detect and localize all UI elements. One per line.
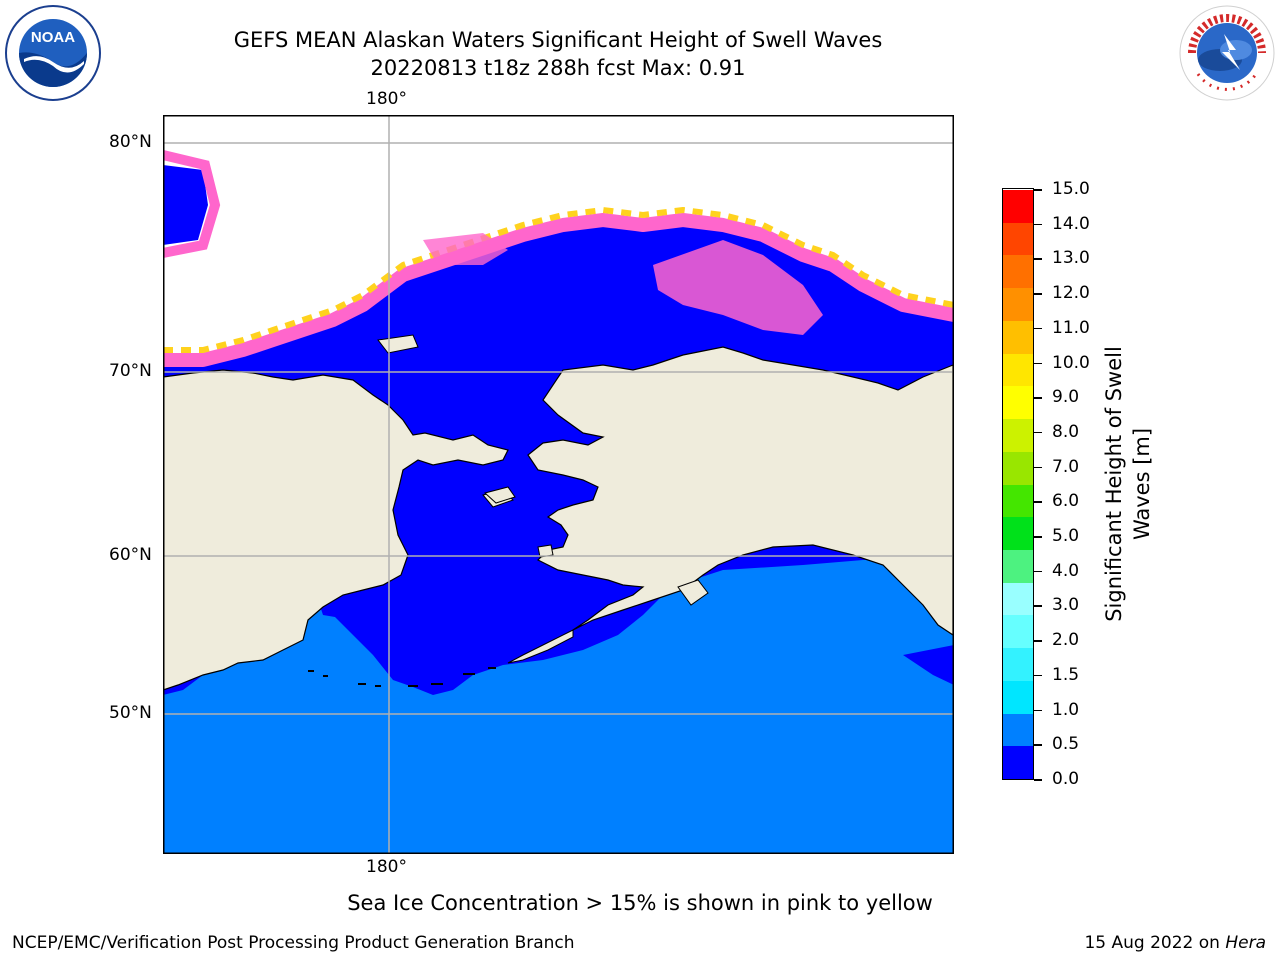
colorbar-tick bbox=[1034, 223, 1042, 226]
colorbar-tick-label: 5.0 bbox=[1052, 526, 1080, 547]
colorbar-tick bbox=[1034, 397, 1042, 399]
land-alaska bbox=[527, 346, 954, 637]
colorbar-tick-label: 0.0 bbox=[1052, 769, 1080, 789]
colorbar-segment bbox=[1003, 614, 1033, 649]
colorbar-segment bbox=[1003, 385, 1033, 420]
colorbar-tick bbox=[1034, 536, 1042, 538]
colorbar-segment bbox=[1003, 484, 1033, 518]
colorbar-tick-label: 1.5 bbox=[1052, 664, 1080, 685]
colorbar-tick-label: 1.0 bbox=[1052, 699, 1080, 720]
colorbar-tick-label: 8.0 bbox=[1052, 421, 1080, 442]
noaa-logo-text: NOAA bbox=[31, 29, 75, 46]
footer-date-text: 15 Aug 2022 on bbox=[1084, 933, 1226, 953]
footer-host: Hera bbox=[1225, 933, 1266, 953]
colorbar-tick bbox=[1034, 466, 1042, 469]
colorbar-tick bbox=[1034, 674, 1042, 677]
footer-branch: NCEP/EMC/Verification Post Processing Pr… bbox=[12, 933, 575, 953]
colorbar-segment bbox=[1003, 418, 1033, 452]
sea-ice-edge-pink bbox=[163, 213, 954, 367]
colorbar-tick-label: 0.5 bbox=[1052, 734, 1080, 755]
colorbar-tick bbox=[1034, 570, 1042, 573]
colorbar-segment bbox=[1003, 320, 1033, 354]
colorbar-tick bbox=[1034, 640, 1042, 642]
colorbar-tick bbox=[1034, 744, 1042, 746]
map-panel bbox=[163, 115, 954, 854]
colorbar-title-line1: Significant Height of Swell bbox=[1102, 346, 1126, 622]
nws-logo-icon bbox=[1178, 4, 1276, 102]
colorbar-tick bbox=[1034, 258, 1042, 260]
colorbar-segment bbox=[1003, 549, 1033, 583]
colorbar-tick bbox=[1034, 293, 1042, 295]
colorbar-tick bbox=[1034, 362, 1042, 365]
colorbar-tick-label: 14.0 bbox=[1052, 213, 1090, 234]
colorbar-segment bbox=[1003, 353, 1033, 387]
colorbar-segment bbox=[1003, 647, 1033, 681]
colorbar-tick bbox=[1034, 189, 1042, 191]
colorbar-tick bbox=[1034, 709, 1042, 712]
colorbar-segment bbox=[1003, 516, 1033, 550]
colorbar-tick-label: 3.0 bbox=[1052, 595, 1080, 616]
lat-label-80: 80°N bbox=[109, 132, 152, 152]
colorbar-tick bbox=[1034, 605, 1042, 607]
colorbar-tick-label: 7.0 bbox=[1052, 456, 1080, 477]
colorbar-segment bbox=[1003, 745, 1033, 779]
colorbar-segment bbox=[1003, 287, 1033, 321]
colorbar-tick-label: 10.0 bbox=[1052, 352, 1090, 373]
colorbar-title: Significant Height of Swell Waves [m] bbox=[1100, 346, 1156, 622]
sea-ice-caption: Sea Ice Concentration > 15% is shown in … bbox=[347, 891, 933, 915]
colorbar-title-line2: Waves [m] bbox=[1130, 427, 1154, 541]
colorbar-tick-label: 2.0 bbox=[1052, 630, 1080, 651]
colorbar-tick-label: 11.0 bbox=[1052, 317, 1090, 338]
lat-label-50: 50°N bbox=[109, 703, 152, 723]
colorbar-segment bbox=[1003, 222, 1033, 256]
colorbar-segment bbox=[1003, 254, 1033, 289]
chart-title: GEFS MEAN Alaskan Waters Significant Hei… bbox=[233, 28, 883, 52]
colorbar-tick-label: 6.0 bbox=[1052, 491, 1080, 512]
lat-label-60: 60°N bbox=[109, 545, 152, 565]
lat-label-70: 70°N bbox=[109, 361, 152, 381]
colorbar-tick-label: 4.0 bbox=[1052, 560, 1080, 581]
map-gridlines bbox=[163, 115, 954, 854]
colorbar-tick-label: 13.0 bbox=[1052, 248, 1090, 269]
footer-date: 15 Aug 2022 on Hera bbox=[1084, 933, 1266, 953]
colorbar-tick bbox=[1034, 501, 1042, 503]
chart-subtitle: 20220813 t18z 288h fcst Max: 0.91 bbox=[370, 56, 746, 80]
colorbar-tick bbox=[1034, 327, 1042, 330]
lon-label-top: 180° bbox=[366, 89, 407, 109]
colorbar-segment bbox=[1003, 189, 1033, 223]
colorbar bbox=[1002, 188, 1034, 780]
colorbar-tick-label: 9.0 bbox=[1052, 387, 1080, 408]
land-siberia bbox=[163, 369, 509, 691]
colorbar-tick-label: 15.0 bbox=[1052, 179, 1090, 199]
lon-label-bottom: 180° bbox=[366, 857, 407, 877]
colorbar-segment bbox=[1003, 451, 1033, 485]
noaa-logo-icon: NOAA bbox=[4, 4, 102, 102]
colorbar-segment bbox=[1003, 713, 1033, 747]
colorbar-tick-label: 12.0 bbox=[1052, 283, 1090, 304]
colorbar-segment bbox=[1003, 680, 1033, 714]
colorbar-tick bbox=[1034, 779, 1042, 781]
colorbar-tick bbox=[1034, 431, 1042, 434]
colorbar-segment bbox=[1003, 582, 1033, 616]
